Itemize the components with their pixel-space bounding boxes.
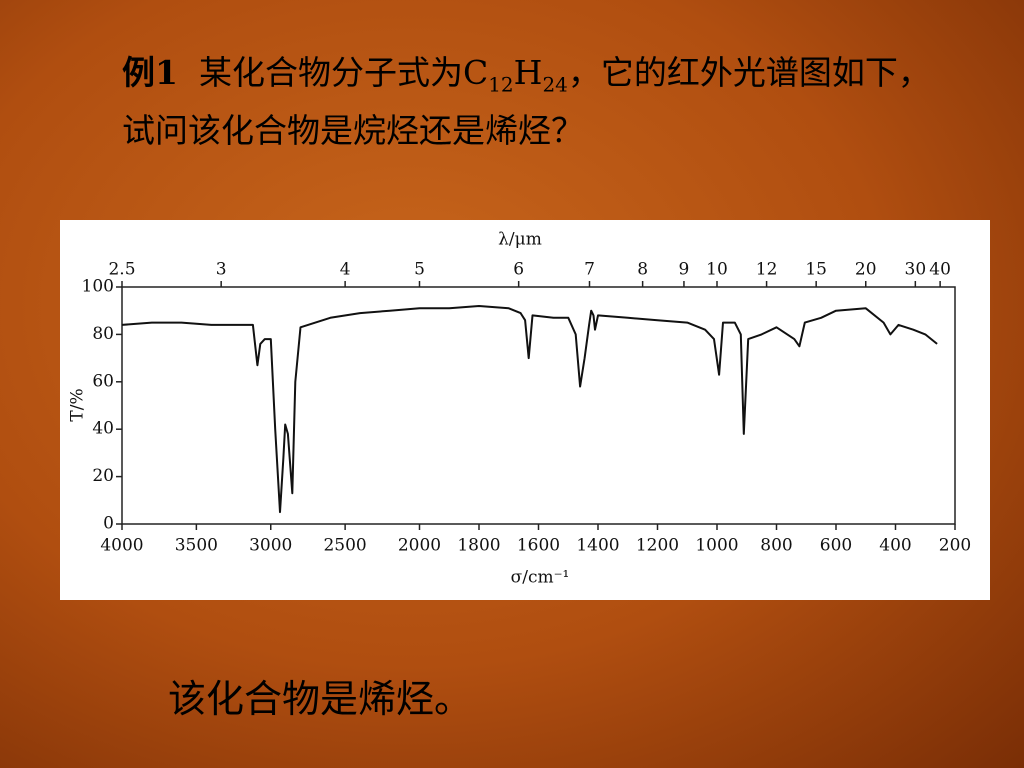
- x-tick-label: 1400: [576, 536, 619, 556]
- x-tick-label: 1000: [695, 536, 738, 556]
- question-text: 某化合物分子式为C: [198, 53, 489, 92]
- x2-tick-label: 12: [756, 260, 778, 280]
- spectrum-line: [121, 305, 938, 514]
- x-tick-label: 3500: [175, 536, 218, 556]
- x2-tick-label: 40: [929, 260, 951, 280]
- x2-tick-label: 5: [414, 260, 425, 280]
- y-tick-label: 20: [92, 466, 114, 486]
- x2-tick-label: 6: [513, 260, 524, 280]
- x2-axis-label: λ/μm: [498, 230, 542, 250]
- subscript: 12: [488, 72, 514, 97]
- x-tick-label: 2500: [323, 536, 366, 556]
- x-tick-label: 1800: [457, 536, 500, 556]
- x2-tick-label: 9: [679, 260, 690, 280]
- x-tick-label: 4000: [100, 536, 143, 556]
- x2-tick-label: 7: [584, 260, 595, 280]
- x-tick-label: 1600: [517, 536, 560, 556]
- question: 例1 某化合物分子式为C12H24，它的红外光谱图如下，试问该化合物是烷烃还是烯…: [122, 50, 962, 154]
- x-tick-label: 1200: [636, 536, 679, 556]
- y-tick-label: 0: [103, 514, 114, 534]
- x2-tick-label: 10: [706, 260, 728, 280]
- x-tick-label: 2000: [398, 536, 441, 556]
- x-tick-label: 600: [820, 536, 852, 556]
- x2-tick-label: 20: [855, 260, 877, 280]
- y-tick-label: 80: [92, 324, 114, 344]
- x-tick-label: 3000: [249, 536, 292, 556]
- x-tick-label: 200: [939, 536, 971, 556]
- question-text: H: [513, 53, 543, 92]
- chart-panel: [60, 220, 990, 600]
- y-tick-label: 60: [92, 371, 114, 391]
- x-tick-label: 800: [760, 536, 792, 556]
- x-axis-label: σ/cm⁻¹: [511, 568, 570, 588]
- y-tick-label: 100: [82, 277, 114, 297]
- x2-tick-label: 15: [805, 260, 827, 280]
- x-tick-label: 400: [879, 536, 911, 556]
- question-text: ，它的红外光谱图如下，试问该化合物是烷烃还是烯烃？: [122, 53, 931, 150]
- x2-tick-label: 4: [340, 260, 351, 280]
- y-axis-label: T/%: [68, 388, 88, 421]
- x2-tick-label: 8: [637, 260, 648, 280]
- x2-tick-label: 30: [905, 260, 927, 280]
- y-tick-label: 40: [92, 419, 114, 439]
- answer: 该化合物是烯烃。: [168, 677, 473, 721]
- subscript: 24: [542, 72, 568, 97]
- x2-tick-label: 3: [216, 260, 227, 280]
- x2-tick-label: 2.5: [108, 260, 135, 280]
- example-label: 例1: [122, 53, 178, 92]
